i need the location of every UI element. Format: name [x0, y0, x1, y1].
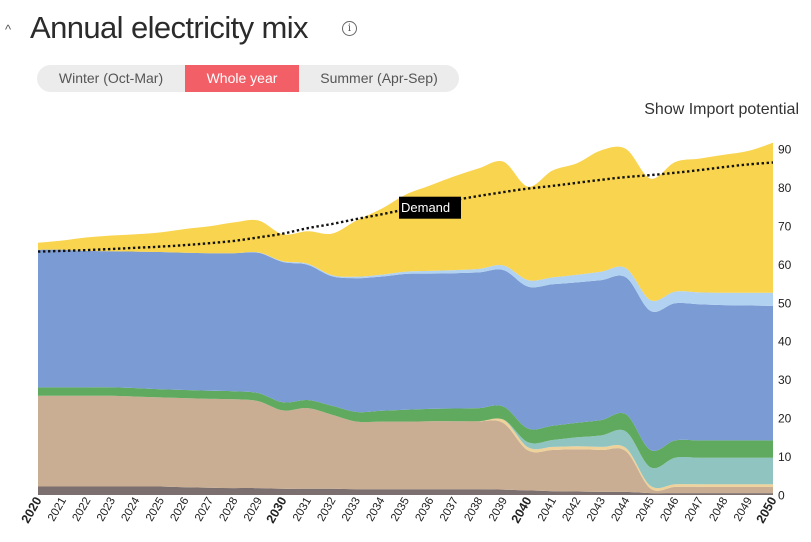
x-tick-label: 2036: [413, 496, 436, 524]
area-series-1: [38, 395, 773, 494]
y-tick-label: 20: [778, 412, 792, 426]
area-series-3: [38, 395, 773, 489]
summer-tab[interactable]: Summer (Apr-Sep): [320, 70, 438, 86]
x-tick-label: 2020: [19, 494, 45, 525]
header: ^ Annual electricity mix i: [0, 6, 811, 50]
x-tick-label: 2046: [658, 496, 681, 524]
x-tick-label: 2021: [46, 496, 69, 524]
y-tick-label: 50: [778, 296, 792, 310]
x-tick-label: 2028: [217, 496, 240, 524]
x-tick-label: 2040: [509, 494, 535, 525]
y-axis: 0 10 20 30 40 50 60 70 80 90: [778, 143, 792, 503]
chevron-up-icon[interactable]: ^: [5, 22, 12, 37]
x-tick-label: 2037: [438, 496, 461, 524]
x-tick-label: 2024: [119, 495, 142, 524]
x-tick-label: 2031: [291, 496, 314, 524]
page-title: Annual electricity mix: [30, 10, 309, 45]
x-tick-label: 2026: [168, 496, 191, 524]
x-tick-label: 2035: [389, 496, 412, 524]
x-tick-label: 2050: [754, 494, 780, 525]
y-tick-label: 10: [778, 450, 792, 464]
y-tick-label: 60: [778, 258, 792, 272]
y-tick-label: 40: [778, 335, 792, 349]
area-series-5: [38, 249, 773, 451]
y-tick-label: 80: [778, 181, 792, 195]
x-tick-label: 2027: [193, 496, 216, 524]
whole-year-tab[interactable]: Whole year: [185, 65, 299, 92]
x-tick-label: 2029: [242, 496, 265, 524]
winter-tab[interactable]: Winter (Oct-Mar): [58, 70, 164, 86]
x-tick-label: 2033: [340, 496, 363, 524]
y-tick-label: 30: [778, 373, 792, 387]
x-tick-label: 2038: [462, 496, 485, 524]
x-tick-label: 2023: [95, 496, 118, 524]
x-tick-label: 2041: [536, 496, 559, 524]
x-tick-label: 2049: [732, 496, 755, 524]
x-tick-label: 2044: [609, 495, 632, 524]
x-axis: 2020 2021 2022 2023 2024 2025 2026 2027 2028 2029…: [19, 494, 780, 525]
show-import-potential-link[interactable]: Show Import potential: [644, 101, 799, 118]
x-tick-label: 2042: [560, 496, 583, 524]
x-tick-label: 2048: [707, 496, 730, 524]
area-series-0: [38, 486, 773, 495]
demand-label-text: Demand: [401, 200, 450, 215]
x-tick-label: 2043: [585, 496, 608, 524]
area-series-4: [38, 387, 773, 469]
x-tick-label: 2045: [634, 496, 657, 524]
season-toggle: Winter (Oct-Mar) Whole year Summer (Apr-…: [37, 65, 459, 92]
x-tick-label: 2030: [264, 494, 290, 525]
x-tick-label: 2025: [144, 496, 167, 524]
stacked-areas: [38, 142, 773, 495]
y-tick-label: 90: [778, 143, 792, 157]
y-tick-label: 70: [778, 219, 792, 233]
x-tick-label: 2039: [487, 496, 510, 524]
x-tick-label: 2022: [70, 496, 93, 524]
demand-label: Demand: [399, 196, 461, 219]
info-icon[interactable]: i: [342, 21, 357, 36]
x-tick-label: 2047: [683, 496, 706, 524]
x-tick-label: 2032: [315, 496, 338, 524]
x-tick-label: 2034: [364, 495, 387, 524]
y-tick-label: 0: [778, 489, 785, 503]
